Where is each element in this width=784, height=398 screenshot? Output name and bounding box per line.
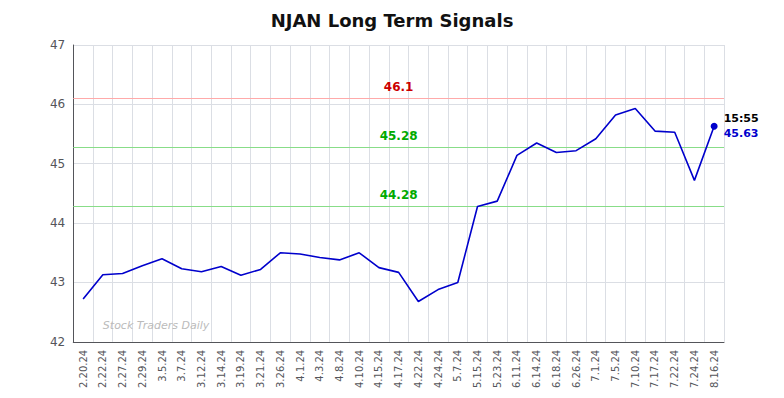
svg-text:7.24.24: 7.24.24 <box>689 350 700 388</box>
svg-text:44.28: 44.28 <box>380 188 418 202</box>
svg-text:3.5.24: 3.5.24 <box>157 350 168 382</box>
svg-text:3.26.24: 3.26.24 <box>275 350 286 388</box>
svg-text:45: 45 <box>50 157 65 171</box>
svg-text:8.16.24: 8.16.24 <box>709 350 720 388</box>
svg-text:NJAN Long Term Signals: NJAN Long Term Signals <box>271 10 514 31</box>
svg-text:6.18.24: 6.18.24 <box>551 350 562 388</box>
svg-text:7.5.24: 7.5.24 <box>610 350 621 382</box>
svg-text:4.22.24: 4.22.24 <box>413 350 424 388</box>
svg-text:Stock Traders Daily: Stock Traders Daily <box>103 319 210 332</box>
svg-text:6.26.24: 6.26.24 <box>571 350 582 388</box>
svg-text:7.10.24: 7.10.24 <box>630 350 641 388</box>
svg-text:47: 47 <box>50 38 65 52</box>
svg-text:6.14.24: 6.14.24 <box>531 350 542 388</box>
svg-text:5.23.24: 5.23.24 <box>492 350 503 388</box>
svg-text:43: 43 <box>50 275 65 289</box>
svg-text:3.12.24: 3.12.24 <box>196 350 207 388</box>
svg-text:46: 46 <box>50 97 65 111</box>
svg-text:5.15.24: 5.15.24 <box>472 350 483 388</box>
svg-text:3.7.24: 3.7.24 <box>176 350 187 382</box>
svg-text:46.1: 46.1 <box>384 80 414 94</box>
svg-text:7.1.24: 7.1.24 <box>590 350 601 382</box>
svg-text:7.17.24: 7.17.24 <box>649 350 660 388</box>
svg-text:4.15.24: 4.15.24 <box>373 350 384 388</box>
svg-text:2.20.24: 2.20.24 <box>78 350 89 388</box>
svg-text:7.22.24: 7.22.24 <box>669 350 680 388</box>
svg-text:2.27.24: 2.27.24 <box>117 350 128 388</box>
svg-text:4.1.24: 4.1.24 <box>295 350 306 382</box>
svg-text:44: 44 <box>50 216 65 230</box>
svg-text:4.10.24: 4.10.24 <box>354 350 365 388</box>
svg-text:45.28: 45.28 <box>380 129 418 143</box>
svg-text:4.17.24: 4.17.24 <box>393 350 404 388</box>
svg-text:4.8.24: 4.8.24 <box>334 350 345 382</box>
svg-text:45.63: 45.63 <box>724 127 759 140</box>
svg-text:4.3.24: 4.3.24 <box>314 350 325 382</box>
svg-text:4.24.24: 4.24.24 <box>433 350 444 388</box>
svg-text:3.19.24: 3.19.24 <box>235 350 246 388</box>
svg-text:6.11.24: 6.11.24 <box>511 350 522 388</box>
svg-text:2.22.24: 2.22.24 <box>97 350 108 388</box>
svg-text:3.14.24: 3.14.24 <box>216 350 227 388</box>
svg-text:3.21.24: 3.21.24 <box>255 350 266 388</box>
svg-text:15:55: 15:55 <box>724 112 759 125</box>
svg-text:42: 42 <box>50 335 65 349</box>
svg-text:2.29.24: 2.29.24 <box>137 350 148 388</box>
svg-text:5.7.24: 5.7.24 <box>452 350 463 382</box>
